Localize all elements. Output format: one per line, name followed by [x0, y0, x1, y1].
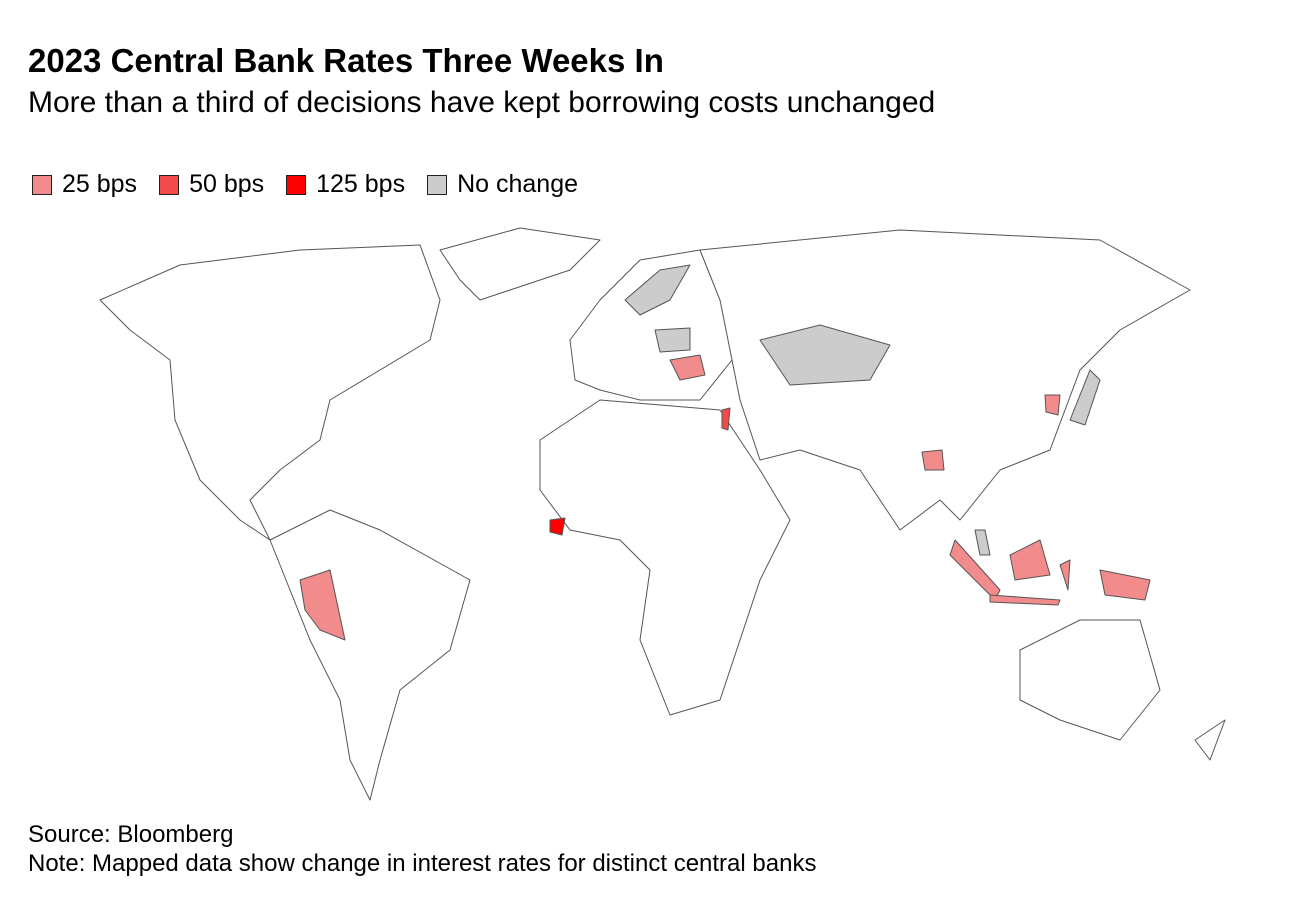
papua	[1099, 569, 1151, 601]
java	[989, 594, 1061, 606]
poland	[654, 327, 691, 353]
asia	[699, 229, 1191, 531]
bangladesh	[921, 449, 945, 471]
source: Source: Bloomberg	[28, 821, 234, 848]
new-zealand	[1194, 719, 1226, 761]
sierra-leone	[549, 517, 566, 536]
legend-swatch	[286, 174, 307, 195]
legend-label: 25 bps	[62, 170, 138, 198]
africa	[539, 399, 791, 716]
title: 2023 Central Bank Rates Three Weeks In	[28, 42, 664, 79]
japan	[1069, 369, 1101, 426]
peru	[299, 569, 346, 641]
scandinavia	[624, 264, 691, 316]
malaysia	[974, 529, 991, 556]
legend-label: No change	[457, 170, 579, 198]
legend-swatch	[159, 174, 180, 195]
sulawesi	[1059, 559, 1071, 591]
legend-item: 50 bps	[159, 170, 264, 199]
sumatra	[949, 539, 1001, 601]
note: Note: Mapped data show change in interes…	[28, 850, 817, 877]
israel	[721, 407, 731, 431]
north-america	[99, 244, 441, 541]
legend-label: 125 bps	[316, 170, 406, 198]
legend-label: 50 bps	[189, 170, 265, 198]
legend-swatch	[32, 174, 52, 195]
romania	[669, 354, 706, 381]
greenland	[439, 227, 601, 301]
south-america	[269, 509, 471, 801]
borneo	[1009, 539, 1051, 581]
australia	[1019, 619, 1161, 741]
legend-swatch	[427, 174, 448, 195]
subtitle: More than a third of decisions have kept…	[28, 86, 936, 119]
legend: 25 bps 50 bps 125 bps No change	[32, 170, 578, 199]
kazakhstan	[759, 324, 891, 386]
legend-item: 25 bps	[32, 170, 137, 199]
legend-item: 125 bps	[286, 170, 405, 199]
south-korea	[1044, 394, 1061, 416]
legend-item: No change	[427, 170, 578, 199]
